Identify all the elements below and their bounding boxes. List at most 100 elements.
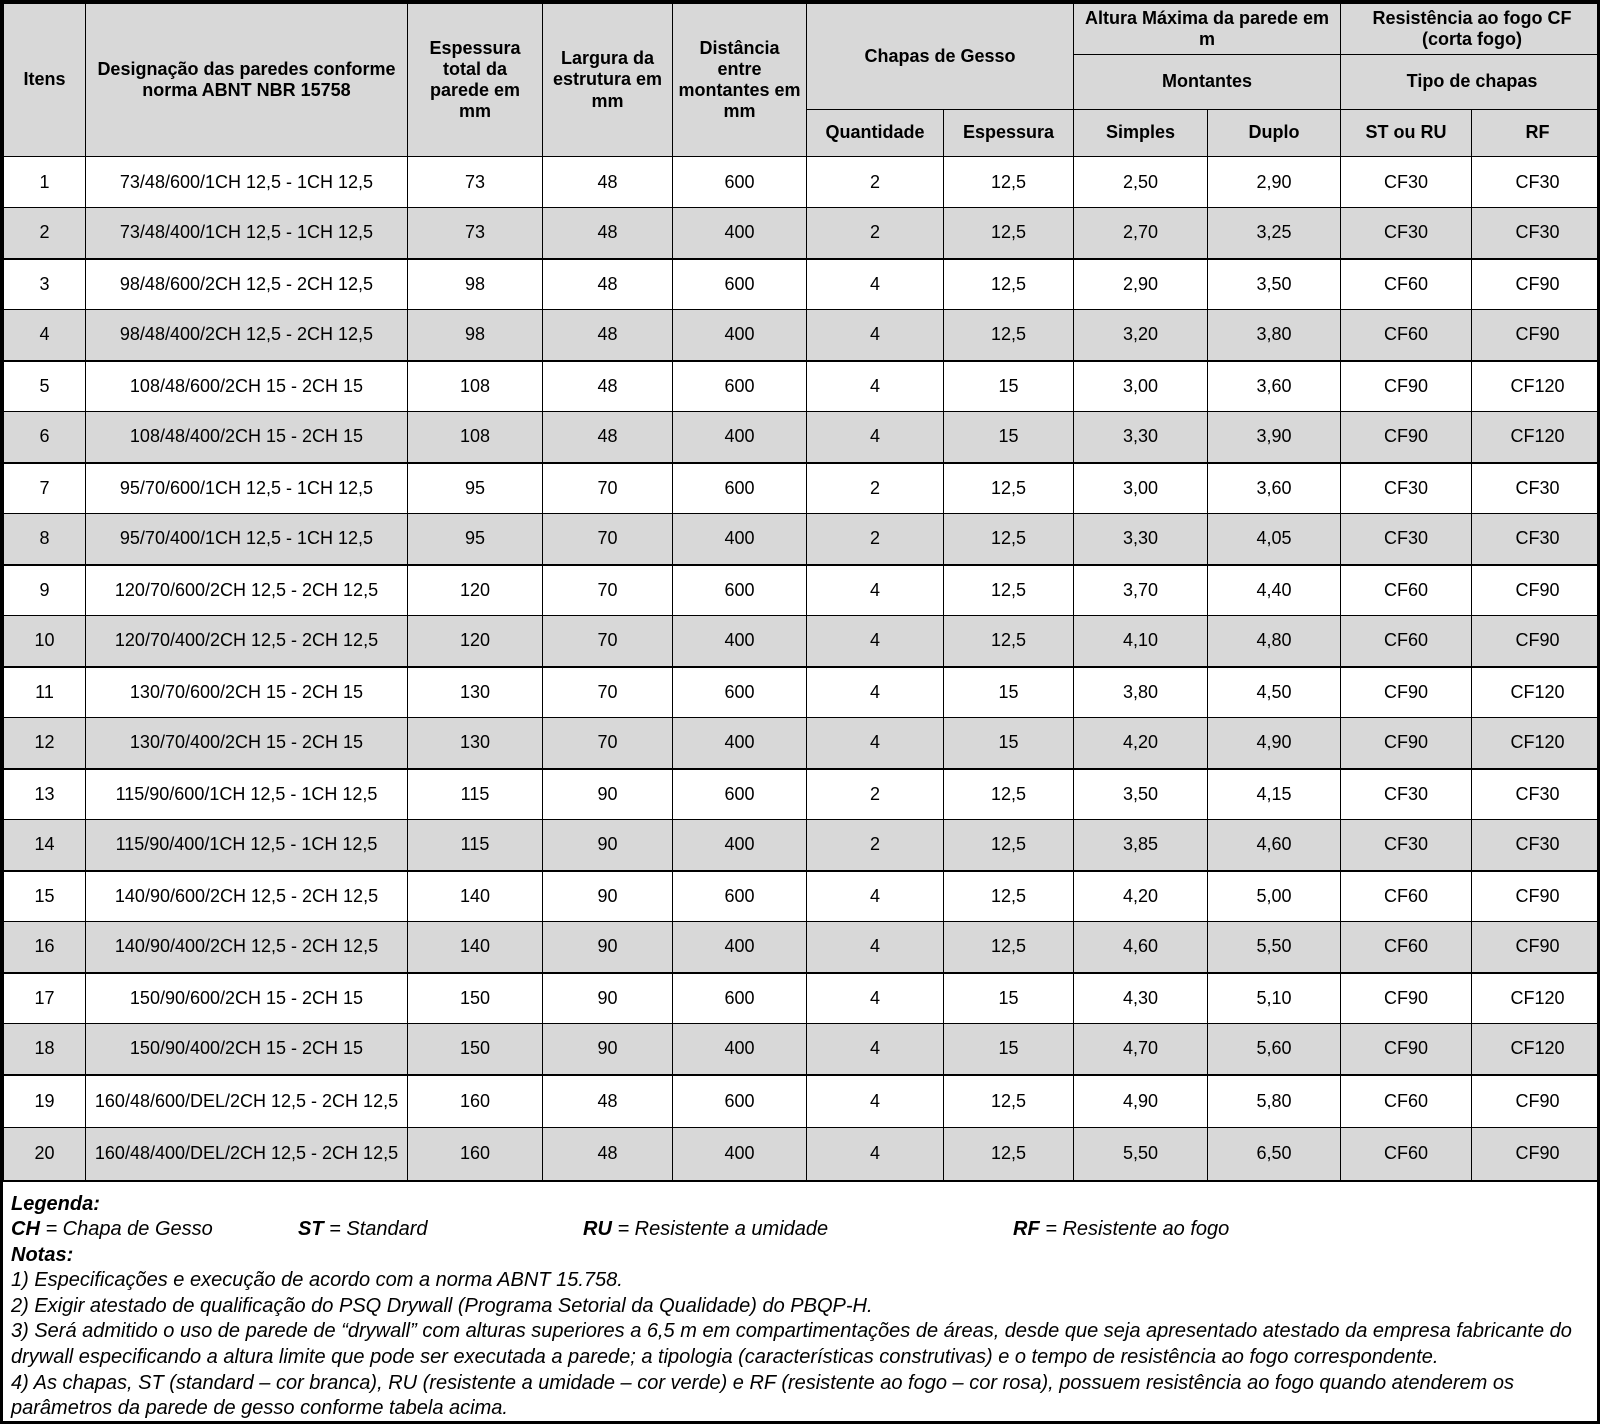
- cell-st-ou-ru: CF30: [1340, 513, 1473, 566]
- cell-designacao: 120/70/400/2CH 12,5 - 2CH 12,5: [85, 615, 408, 668]
- cell-simples: 5,50: [1073, 1127, 1208, 1182]
- cell-simples: 4,20: [1073, 717, 1208, 770]
- cell-simples: 4,90: [1073, 1074, 1208, 1128]
- cell-largura-estrutura: 90: [542, 921, 673, 974]
- cell-quantidade: 2: [806, 819, 944, 872]
- cell-espessura: 15: [943, 360, 1074, 412]
- cell-espessura-total: 115: [407, 768, 543, 820]
- cell-designacao: 73/48/600/1CH 12,5 - 1CH 12,5: [85, 156, 408, 208]
- cell-simples: 4,30: [1073, 972, 1208, 1024]
- cell-espessura-total: 160: [407, 1074, 543, 1128]
- cell-distancia-montantes: 600: [672, 870, 807, 922]
- cell-rf: CF90: [1471, 1127, 1597, 1182]
- cell-item: 16: [3, 921, 86, 974]
- cell-item: 9: [3, 564, 86, 616]
- cell-item: 20: [3, 1127, 86, 1182]
- cell-largura-estrutura: 70: [542, 462, 673, 514]
- cell-rf: CF90: [1471, 921, 1597, 974]
- cell-rf: CF90: [1471, 870, 1597, 922]
- cell-largura-estrutura: 48: [542, 207, 673, 260]
- table-row: 12 130/70/400/2CH 15 - 2CH 15 130 70 400 4 15 4…: [3, 717, 1597, 770]
- cell-simples: 3,20: [1073, 309, 1208, 362]
- header-distancia-montantes: Distância entre montantes em mm: [672, 3, 807, 157]
- cell-duplo: 3,60: [1206, 360, 1342, 412]
- cell-rf: CF30: [1471, 207, 1597, 260]
- cell-st-ou-ru: CF90: [1340, 972, 1473, 1024]
- cell-espessura-total: 150: [407, 1023, 543, 1076]
- cell-duplo: 3,60: [1206, 462, 1342, 514]
- table-row: 15 140/90/600/2CH 12,5 - 2CH 12,5 140 90 600…: [3, 870, 1597, 922]
- cell-quantidade: 2: [806, 156, 944, 208]
- cell-simples: 4,60: [1073, 921, 1208, 974]
- header-quantidade: Quantidade: [806, 109, 944, 157]
- cell-quantidade: 2: [806, 207, 944, 260]
- cell-simples: 3,80: [1073, 666, 1208, 718]
- header-duplo: Duplo: [1206, 109, 1342, 157]
- cell-quantidade: 4: [806, 666, 944, 718]
- cell-quantidade: 4: [806, 1074, 944, 1128]
- cell-espessura: 12,5: [943, 1074, 1074, 1128]
- note-1: 1) Especificações e execução de acordo c…: [11, 1269, 623, 1292]
- cell-st-ou-ru: CF60: [1340, 1074, 1473, 1128]
- cell-simples: 3,50: [1073, 768, 1208, 820]
- cell-distancia-montantes: 400: [672, 1023, 807, 1076]
- header-simples: Simples: [1073, 109, 1208, 157]
- legend-item-ch: CH = Chapa de Gesso: [11, 1218, 213, 1241]
- cell-designacao: 108/48/400/2CH 15 - 2CH 15: [85, 411, 408, 464]
- cell-espessura: 15: [943, 717, 1074, 770]
- cell-item: 10: [3, 615, 86, 668]
- cell-rf: CF90: [1471, 258, 1597, 310]
- cell-duplo: 5,10: [1206, 972, 1342, 1024]
- cell-duplo: 4,05: [1206, 513, 1342, 566]
- cell-duplo: 3,80: [1206, 309, 1342, 362]
- cell-distancia-montantes: 400: [672, 513, 807, 566]
- cell-espessura: 12,5: [943, 564, 1074, 616]
- cell-st-ou-ru: CF90: [1340, 666, 1473, 718]
- cell-espessura-total: 140: [407, 870, 543, 922]
- cell-st-ou-ru: CF90: [1340, 360, 1473, 412]
- cell-largura-estrutura: 70: [542, 717, 673, 770]
- cell-distancia-montantes: 600: [672, 1074, 807, 1128]
- cell-distancia-montantes: 400: [672, 615, 807, 668]
- cell-espessura: 15: [943, 972, 1074, 1024]
- cell-simples: 3,00: [1073, 462, 1208, 514]
- cell-largura-estrutura: 48: [542, 309, 673, 362]
- cell-distancia-montantes: 600: [672, 972, 807, 1024]
- cell-espessura-total: 95: [407, 462, 543, 514]
- cell-distancia-montantes: 400: [672, 717, 807, 770]
- cell-st-ou-ru: CF30: [1340, 462, 1473, 514]
- cell-espessura: 12,5: [943, 462, 1074, 514]
- cell-st-ou-ru: CF90: [1340, 717, 1473, 770]
- cell-duplo: 3,90: [1206, 411, 1342, 464]
- cell-designacao: 160/48/400/DEL/2CH 12,5 - 2CH 12,5: [85, 1127, 408, 1182]
- cell-espessura: 15: [943, 666, 1074, 718]
- table-row: 19 160/48/600/DEL/2CH 12,5 - 2CH 12,5 160 4…: [3, 1074, 1597, 1128]
- cell-st-ou-ru: CF30: [1340, 207, 1473, 260]
- cell-quantidade: 4: [806, 615, 944, 668]
- drywall-spec-table: Itens Designação das paredes conforme no…: [3, 3, 1597, 1182]
- cell-rf: CF30: [1471, 768, 1597, 820]
- cell-rf: CF120: [1471, 360, 1597, 412]
- cell-espessura-total: 73: [407, 207, 543, 260]
- cell-espessura-total: 150: [407, 972, 543, 1024]
- cell-largura-estrutura: 70: [542, 564, 673, 616]
- cell-designacao: 98/48/400/2CH 12,5 - 2CH 12,5: [85, 309, 408, 362]
- cell-espessura: 12,5: [943, 819, 1074, 872]
- legend-item-ru: RU = Resistente a umidade: [583, 1218, 829, 1241]
- cell-rf: CF30: [1471, 156, 1597, 208]
- footer-notes: Legenda: CH = Chapa de Gesso ST = Standa…: [3, 1182, 1597, 1422]
- cell-rf: CF120: [1471, 972, 1597, 1024]
- cell-item: 17: [3, 972, 86, 1024]
- cell-item: 13: [3, 768, 86, 820]
- table-row: 14 115/90/400/1CH 12,5 - 1CH 12,5 115 90 400…: [3, 819, 1597, 872]
- cell-item: 18: [3, 1023, 86, 1076]
- cell-designacao: 120/70/600/2CH 12,5 - 2CH 12,5: [85, 564, 408, 616]
- cell-st-ou-ru: CF60: [1340, 564, 1473, 616]
- cell-st-ou-ru: CF90: [1340, 1023, 1473, 1076]
- table-row: 7 95/70/600/1CH 12,5 - 1CH 12,5 95 70 600 2 12…: [3, 462, 1597, 514]
- cell-rf: CF30: [1471, 462, 1597, 514]
- cell-rf: CF90: [1471, 564, 1597, 616]
- cell-simples: 4,10: [1073, 615, 1208, 668]
- cell-distancia-montantes: 400: [672, 411, 807, 464]
- cell-largura-estrutura: 90: [542, 972, 673, 1024]
